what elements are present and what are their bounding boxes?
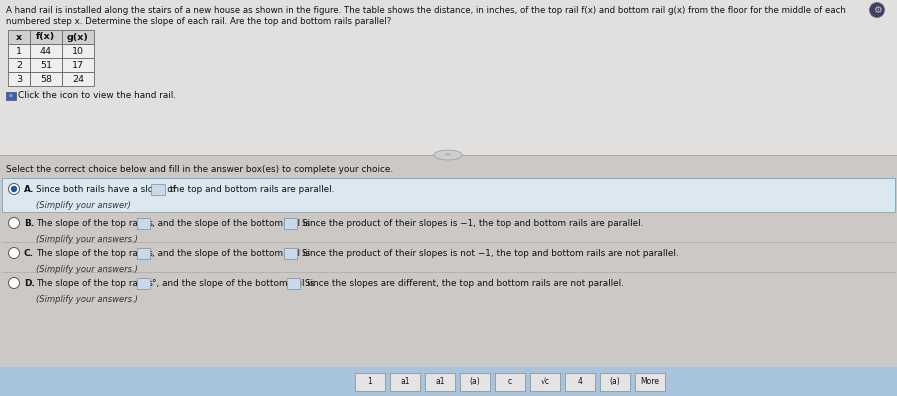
Bar (30, 44, 62, 58)
Bar (0, 155, 897, 396)
Circle shape (869, 2, 884, 17)
Text: 10: 10 (72, 46, 84, 55)
Text: Since the product of their slopes is −1, the top and bottom rails are parallel.: Since the product of their slopes is −1,… (299, 219, 643, 227)
Bar (565, 373, 595, 390)
Text: the top and bottom rails are parallel.: the top and bottom rails are parallel. (167, 185, 334, 194)
Bar (390, 373, 420, 390)
Bar (30, 30, 62, 44)
Bar (283, 217, 297, 228)
Bar (287, 278, 300, 289)
Bar (8, 30, 30, 44)
Bar (0, 0, 897, 160)
Text: D.: D. (24, 278, 35, 287)
Text: (a): (a) (610, 377, 621, 386)
Text: A.: A. (24, 185, 34, 194)
Circle shape (8, 217, 20, 228)
Circle shape (8, 183, 20, 194)
Bar (136, 217, 150, 228)
Circle shape (8, 278, 20, 289)
Text: (a): (a) (470, 377, 481, 386)
Bar (460, 373, 490, 390)
Text: The slope of the top rail is: The slope of the top rail is (36, 249, 152, 257)
Bar (8, 58, 30, 72)
Text: , and the slope of the bottom rail is: , and the slope of the bottom rail is (152, 219, 309, 227)
Text: 3: 3 (16, 74, 22, 84)
Bar (8, 72, 30, 86)
Text: 1: 1 (368, 377, 372, 386)
Bar (62, 72, 94, 86)
Text: C.: C. (24, 249, 34, 257)
Bar (8, 44, 30, 58)
Text: Since the slopes are different, the top and bottom rails are not parallel.: Since the slopes are different, the top … (302, 278, 624, 287)
Text: (Simplify your answers.): (Simplify your answers.) (36, 295, 138, 304)
Text: °, and the slope of the bottom rail is: °, and the slope of the bottom rail is (152, 278, 314, 287)
Text: numbered step x. Determine the slope of each rail. Are the top and bottom rails : numbered step x. Determine the slope of … (6, 17, 391, 26)
Text: (Simplify your answer): (Simplify your answer) (36, 201, 131, 210)
Bar (635, 373, 665, 390)
Bar (6, 92, 16, 100)
Text: 58: 58 (40, 74, 52, 84)
Bar (2, 178, 895, 212)
Text: A hand rail is installed along the stairs of a new house as shown in the figure.: A hand rail is installed along the stair… (6, 6, 846, 15)
Bar (30, 58, 62, 72)
Bar (30, 72, 62, 86)
Bar (425, 373, 455, 390)
Circle shape (11, 186, 17, 192)
Text: 51: 51 (40, 61, 52, 70)
Ellipse shape (434, 150, 462, 160)
Text: 17: 17 (72, 61, 84, 70)
Text: The slope of the top rail is: The slope of the top rail is (36, 219, 152, 227)
Bar (136, 248, 150, 259)
Bar (530, 373, 560, 390)
Bar (62, 30, 94, 44)
Text: B.: B. (24, 219, 34, 227)
Bar (495, 373, 525, 390)
Bar (136, 278, 150, 289)
Text: ⚙: ⚙ (873, 5, 882, 15)
Text: a1: a1 (435, 377, 445, 386)
Text: ■: ■ (9, 94, 13, 98)
Text: a1: a1 (400, 377, 410, 386)
Text: Since both rails have a slope of: Since both rails have a slope of (36, 185, 176, 194)
Bar (600, 373, 630, 390)
Bar (62, 58, 94, 72)
Text: f(x): f(x) (37, 32, 56, 42)
Text: (Simplify your answers.): (Simplify your answers.) (36, 235, 138, 244)
Bar (62, 44, 94, 58)
Text: 1: 1 (16, 46, 22, 55)
Text: , and the slope of the bottom rail is: , and the slope of the bottom rail is (152, 249, 309, 257)
Bar (151, 183, 165, 194)
Text: 2: 2 (16, 61, 22, 70)
Text: Select the correct choice below and fill in the answer box(es) to complete your : Select the correct choice below and fill… (6, 165, 393, 174)
Bar (355, 373, 385, 390)
Text: g(x): g(x) (67, 32, 89, 42)
Circle shape (8, 248, 20, 259)
Text: 44: 44 (40, 46, 52, 55)
Bar (0, 367, 897, 396)
Text: Since the product of their slopes is not −1, the top and bottom rails are not pa: Since the product of their slopes is not… (299, 249, 678, 257)
Text: (Simplify your answers.): (Simplify your answers.) (36, 265, 138, 274)
Text: x: x (16, 32, 22, 42)
Text: »»: »» (445, 152, 451, 158)
Bar (283, 248, 297, 259)
Text: The slope of the top rail is: The slope of the top rail is (36, 278, 152, 287)
Text: 4: 4 (578, 377, 582, 386)
Text: √c: √c (541, 377, 550, 386)
Text: More: More (640, 377, 659, 386)
Text: Click the icon to view the hand rail.: Click the icon to view the hand rail. (18, 91, 176, 101)
Text: c: c (508, 377, 512, 386)
Text: 24: 24 (72, 74, 84, 84)
